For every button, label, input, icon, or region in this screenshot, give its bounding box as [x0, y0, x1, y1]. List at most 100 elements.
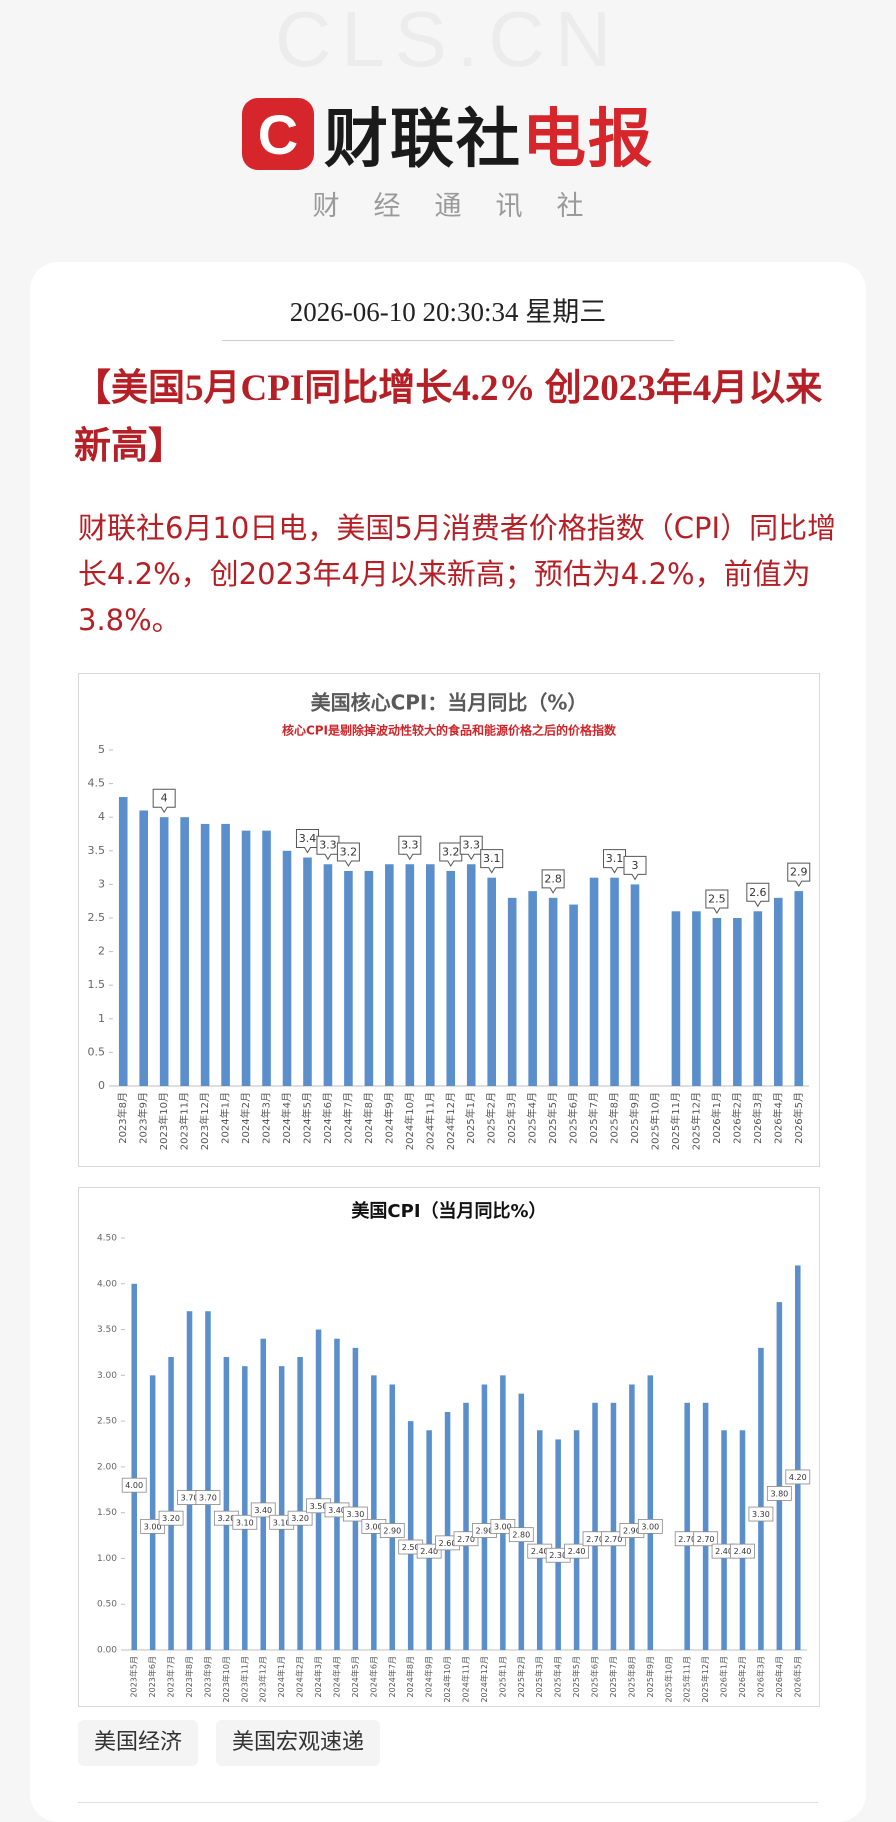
x-tick-label: 2024年11月 [423, 1092, 436, 1150]
label-callout [787, 862, 811, 888]
y-tick-label: 0.00 [97, 1646, 117, 1656]
x-tick-label: 2025年7月 [587, 1092, 600, 1144]
bar [385, 864, 394, 1086]
data-label: 3.20 [217, 1514, 235, 1523]
x-tick-label: 2024年1月 [219, 1092, 232, 1144]
x-tick-label: 2025年3月 [534, 1656, 544, 1697]
x-tick-label: 2025年10月 [648, 1092, 661, 1150]
x-tick-label: 2025年8月 [608, 1092, 621, 1144]
bar [507, 897, 517, 1086]
bar [389, 1384, 396, 1650]
x-tick-label: 2026年1月 [710, 1092, 723, 1144]
bar [795, 1265, 801, 1650]
x-tick-label: 2023年7月 [166, 1656, 176, 1697]
y-tick-label: 1.50 [97, 1508, 117, 1518]
label-box [730, 1543, 755, 1559]
x-tick-label: 2023年10月 [157, 1092, 170, 1150]
data-label: 2.90 [476, 1527, 494, 1536]
x-tick-label: 2026年1月 [719, 1656, 729, 1697]
bar [205, 1311, 211, 1650]
data-label: 3 [632, 859, 639, 872]
label-box [601, 1531, 626, 1547]
data-label: 2.70 [605, 1535, 623, 1544]
x-tick-label: 2024年7月 [341, 1092, 354, 1144]
data-label: 3.20 [162, 1514, 180, 1523]
bar [555, 1439, 561, 1650]
data-label: 3.10 [236, 1518, 254, 1527]
x-tick-label: 2024年6月 [321, 1092, 334, 1144]
bar [610, 877, 619, 1086]
article-title: 【美国5月CPI同比增长4.2% 创2023年4月以来新高】 [74, 368, 823, 467]
x-tick-label: 2026年5月 [792, 1092, 805, 1144]
bar [118, 797, 128, 1086]
x-tick-label: 2024年5月 [350, 1656, 360, 1697]
x-tick-label: 2025年12月 [689, 1092, 702, 1150]
x-tick-label: 2026年2月 [730, 1092, 743, 1144]
y-tick-label: 2.00 [97, 1462, 117, 1472]
bar [315, 1329, 322, 1650]
label-box [121, 1477, 147, 1493]
bar [592, 1402, 598, 1650]
data-label: 3.00 [365, 1522, 383, 1531]
x-tick-label: 2025年9月 [628, 1092, 641, 1144]
tag[interactable]: 美国宏观速递 [216, 1720, 381, 1766]
bar [405, 864, 415, 1086]
y-tick-label: 3.5 [88, 844, 106, 857]
bar [610, 1402, 617, 1650]
y-tick-label: 1 [98, 1012, 105, 1025]
bar [371, 1375, 377, 1650]
bar [242, 1366, 248, 1650]
label-box [343, 1506, 368, 1522]
data-label: 3.1 [606, 852, 624, 865]
bar [262, 830, 271, 1086]
x-tick-label: 2023年12月 [198, 1092, 211, 1150]
y-tick-label: 5 [98, 743, 105, 756]
data-label: 3.10 [273, 1518, 291, 1527]
bar [481, 1384, 488, 1650]
label-callout [398, 835, 422, 861]
y-tick-label: 0.50 [97, 1600, 117, 1610]
data-label: 3.40 [328, 1506, 346, 1515]
bar [425, 864, 435, 1086]
x-tick-label: 2024年8月 [405, 1656, 415, 1697]
chart: 美国CPI（当月同比%） 0.00 0.50 1.00 1.50 2.00 2.50 3.0… [97, 1200, 811, 1703]
data-label: 3.1 [483, 852, 501, 865]
bar [180, 817, 189, 1086]
x-tick-label: 2025年12月 [700, 1656, 710, 1703]
bar [712, 918, 722, 1086]
bar [221, 823, 230, 1086]
bar [168, 1357, 174, 1650]
data-label: 3.70 [199, 1494, 217, 1503]
x-tick-label: 2023年8月 [184, 1656, 194, 1697]
y-tick-label: 3.50 [97, 1325, 117, 1335]
label-box [416, 1543, 442, 1559]
tag[interactable]: 美国经济 [78, 1720, 199, 1766]
brand: 财联社电报 [324, 88, 654, 180]
bar [278, 1366, 285, 1650]
bar [159, 817, 169, 1086]
data-label: 2.9 [790, 866, 808, 879]
x-tick-label: 2024年2月 [295, 1656, 305, 1697]
x-tick-label: 2025年2月 [516, 1656, 526, 1697]
bar [446, 870, 456, 1086]
data-label: 2.40 [734, 1547, 752, 1556]
y-tick-label: 3 [98, 877, 105, 890]
x-tick-label: 2025年3月 [505, 1092, 518, 1144]
x-tick-label: 2024年5月 [300, 1092, 313, 1144]
x-tick-label: 2026年5月 [792, 1656, 802, 1697]
bar [739, 1430, 746, 1650]
x-tick-label: 2025年2月 [485, 1092, 498, 1144]
bar [463, 1402, 469, 1650]
data-label: 2.60 [439, 1539, 457, 1548]
label-box [785, 1469, 811, 1485]
data-label: 3.30 [346, 1510, 364, 1519]
x-tick-label: 2025年11月 [669, 1092, 682, 1150]
chart: 美国核心CPI：当月同比（%） 核心CPI是剔除掉波动性较大的食品和能源价格之后… [88, 691, 811, 1150]
bar [684, 1402, 690, 1650]
bar [131, 1283, 137, 1650]
bar [364, 870, 374, 1086]
label-callout [603, 849, 627, 874]
data-label: 3.00 [494, 1522, 512, 1531]
chart-box: 美国CPI（当月同比%） 0.00 0.50 1.00 1.50 2.00 2.50 3.0… [78, 1187, 820, 1707]
